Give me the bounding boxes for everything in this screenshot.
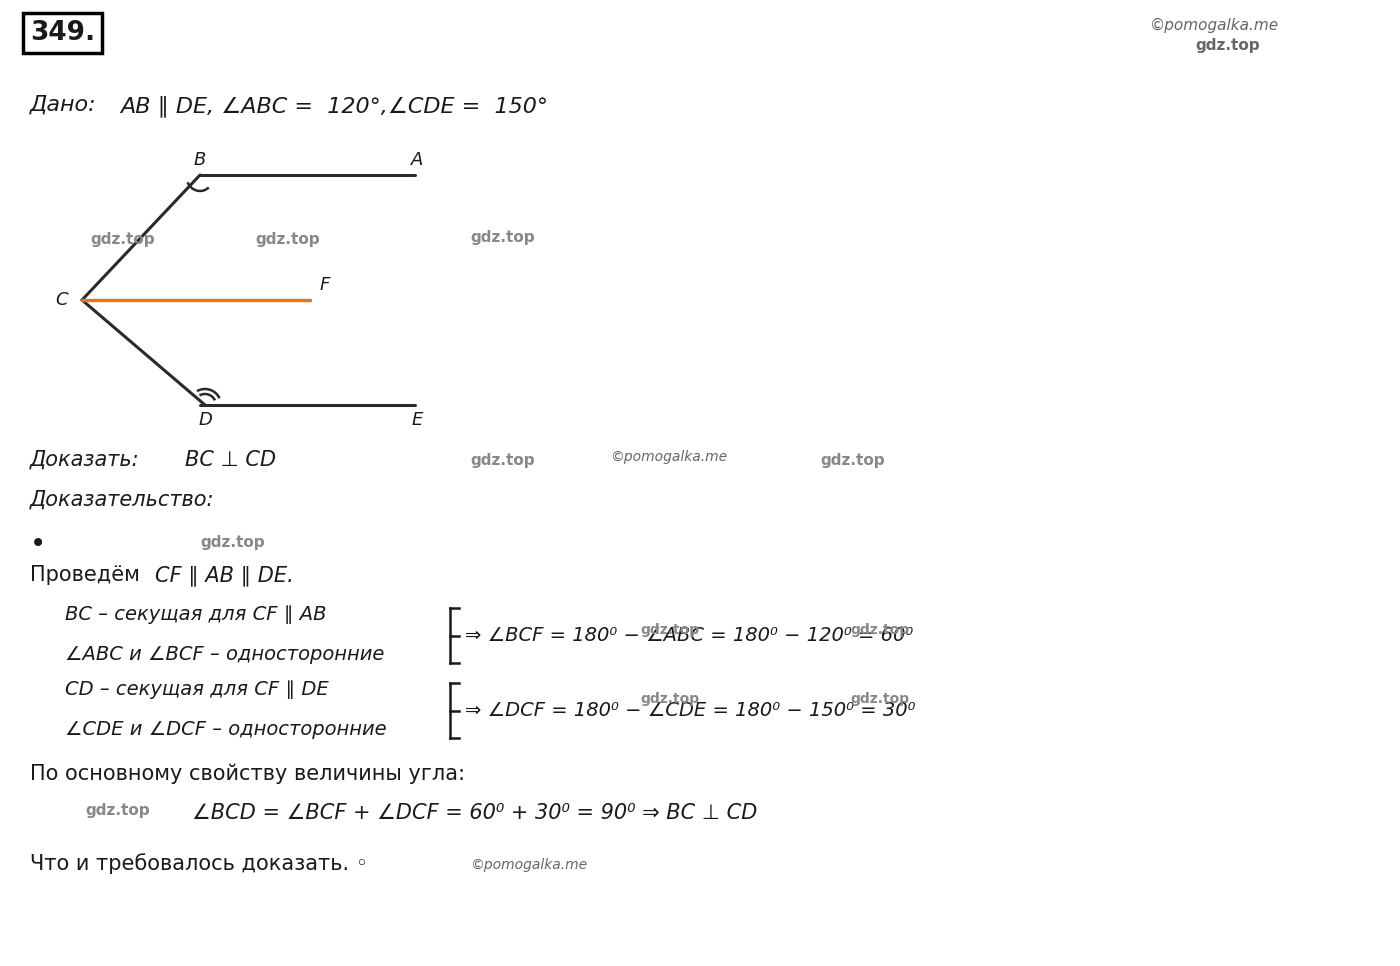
- Text: BC – секущая для CF ∥ AB: BC – секущая для CF ∥ AB: [64, 605, 326, 624]
- Text: D: D: [197, 411, 211, 429]
- Text: gdz.top: gdz.top: [640, 623, 699, 637]
- Text: ⇒ ∠DCF = 180⁰ − ∠CDE = 180⁰ − 150⁰ = 30⁰: ⇒ ∠DCF = 180⁰ − ∠CDE = 180⁰ − 150⁰ = 30⁰: [465, 701, 916, 720]
- Text: ⇒ ∠BCF = 180⁰ − ∠ABC = 180⁰ − 120⁰ = 60⁰: ⇒ ∠BCF = 180⁰ − ∠ABC = 180⁰ − 120⁰ = 60⁰: [465, 626, 913, 645]
- Text: gdz.top: gdz.top: [85, 803, 150, 818]
- Text: gdz.top: gdz.top: [470, 230, 535, 245]
- Text: BC ⊥ CD: BC ⊥ CD: [185, 450, 276, 470]
- Text: По основному свойству величины угла:: По основному свойству величины угла:: [29, 763, 465, 783]
- Text: gdz.top: gdz.top: [90, 232, 154, 247]
- Text: F: F: [321, 276, 330, 294]
- Text: ∠CDE и ∠DCF – односторонние: ∠CDE и ∠DCF – односторонние: [64, 720, 386, 739]
- Text: CF ∥ AB ∥ DE.: CF ∥ AB ∥ DE.: [155, 565, 294, 585]
- Text: E: E: [412, 411, 423, 429]
- Text: gdz.top: gdz.top: [850, 692, 909, 706]
- Text: ©pomogalka.me: ©pomogalka.me: [610, 450, 727, 464]
- Text: AB ∥ DE, ∠ABC =  120°,∠CDE =  150°: AB ∥ DE, ∠ABC = 120°,∠CDE = 150°: [120, 95, 547, 117]
- Text: B: B: [193, 151, 206, 169]
- Text: Дано:: Дано:: [29, 95, 97, 115]
- Text: gdz.top: gdz.top: [470, 453, 535, 468]
- Text: Доказать:: Доказать:: [29, 450, 140, 470]
- Text: gdz.top: gdz.top: [820, 453, 885, 468]
- Text: gdz.top: gdz.top: [640, 692, 699, 706]
- Text: gdz.top: gdz.top: [255, 232, 319, 247]
- Text: CD – секущая для CF ∥ DE: CD – секущая для CF ∥ DE: [64, 680, 329, 699]
- Text: Доказательство:: Доказательство:: [29, 490, 214, 510]
- Text: A: A: [410, 151, 423, 169]
- Text: gdz.top: gdz.top: [200, 535, 265, 550]
- Text: ©pomogalka.me: ©pomogalka.me: [1149, 18, 1280, 33]
- Text: gdz.top: gdz.top: [1196, 38, 1260, 53]
- Text: Проведём: Проведём: [29, 565, 147, 585]
- Text: ∠BCD = ∠BCF + ∠DCF = 60⁰ + 30⁰ = 90⁰ ⇒ BC ⊥ CD: ∠BCD = ∠BCF + ∠DCF = 60⁰ + 30⁰ = 90⁰ ⇒ B…: [192, 803, 757, 823]
- Text: 349.: 349.: [29, 20, 95, 46]
- Text: Что и требовалось доказать. ◦: Что и требовалось доказать. ◦: [29, 853, 368, 874]
- Text: C: C: [56, 291, 69, 309]
- Text: ©pomogalka.me: ©pomogalka.me: [470, 858, 587, 872]
- Text: •: •: [29, 530, 46, 558]
- Text: gdz.top: gdz.top: [850, 623, 909, 637]
- Text: ∠ABC и ∠BCF – односторонние: ∠ABC и ∠BCF – односторонние: [64, 645, 385, 664]
